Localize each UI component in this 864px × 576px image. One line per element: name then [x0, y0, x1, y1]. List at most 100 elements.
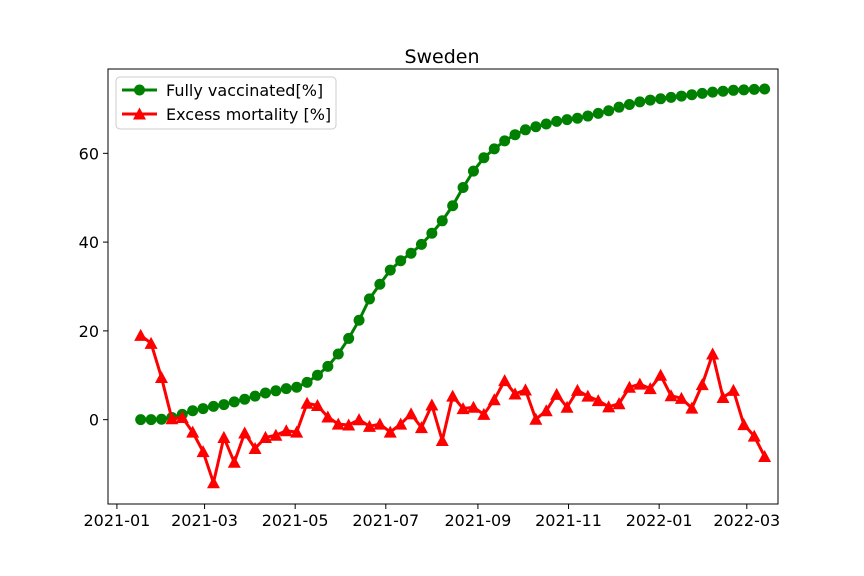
- data-point-excess-mortality: [362, 419, 376, 432]
- data-point-excess-mortality: [654, 368, 668, 381]
- data-point-excess-mortality: [466, 400, 480, 413]
- data-point-excess-mortality: [539, 404, 553, 417]
- data-point-vaccinated: [519, 124, 531, 136]
- y-tick-label: 20: [79, 322, 99, 341]
- data-point-vaccinated: [353, 314, 365, 326]
- data-point-excess-mortality: [154, 370, 168, 384]
- data-point-excess-mortality: [331, 417, 345, 430]
- series-excess-mortality: [134, 328, 772, 489]
- data-point-vaccinated: [665, 91, 677, 103]
- legend-box: [115, 76, 337, 130]
- data-point-excess-mortality: [206, 476, 220, 489]
- data-point-vaccinated: [644, 94, 656, 106]
- data-point-excess-mortality: [674, 391, 688, 404]
- data-point-vaccinated: [655, 93, 667, 105]
- data-point-excess-mortality: [477, 407, 491, 420]
- data-point-excess-mortality: [279, 424, 293, 437]
- data-point-vaccinated: [155, 413, 167, 425]
- data-point-vaccinated: [457, 182, 469, 194]
- data-point-excess-mortality: [404, 407, 418, 420]
- x-tick-label: 2021-01: [83, 511, 150, 530]
- data-point-vaccinated: [634, 96, 646, 108]
- data-point-vaccinated: [291, 381, 303, 393]
- data-point-excess-mortality: [487, 393, 501, 406]
- y-tick-label: 60: [79, 144, 99, 163]
- data-point-excess-mortality: [716, 390, 730, 403]
- data-point-vaccinated: [363, 293, 375, 305]
- data-point-vaccinated: [540, 118, 552, 130]
- data-point-excess-mortality: [134, 328, 148, 341]
- data-point-vaccinated: [623, 99, 635, 111]
- data-point-vaccinated: [384, 264, 396, 276]
- data-point-vaccinated: [561, 114, 573, 126]
- legend-label-vaccinated: Fully vaccinated[%]: [166, 81, 323, 100]
- data-point-excess-mortality: [591, 394, 605, 407]
- data-point-excess-mortality: [414, 421, 428, 434]
- x-tick-label: 2022-01: [626, 511, 693, 530]
- data-point-excess-mortality: [758, 450, 772, 463]
- data-point-vaccinated: [280, 383, 292, 395]
- data-point-vaccinated: [478, 152, 490, 164]
- data-point-excess-mortality: [290, 425, 304, 438]
- data-point-vaccinated: [571, 112, 583, 124]
- data-point-excess-mortality: [227, 455, 241, 468]
- legend-entry-excess-mortality: Excess mortality [%]: [122, 105, 331, 124]
- data-point-excess-mortality: [435, 434, 449, 447]
- data-point-excess-mortality: [342, 418, 356, 431]
- data-point-vaccinated: [311, 369, 323, 381]
- data-point-excess-mortality: [602, 400, 616, 413]
- data-point-vaccinated: [499, 135, 511, 147]
- data-point-vaccinated: [426, 227, 438, 239]
- data-point-excess-mortality: [144, 336, 158, 349]
- legend-label-excess-mortality: Excess mortality [%]: [166, 105, 331, 124]
- chart-title: Sweden: [404, 46, 479, 68]
- data-point-excess-mortality: [175, 410, 189, 423]
- data-point-vaccinated: [197, 403, 209, 415]
- data-point-vaccinated: [259, 387, 271, 399]
- y-axis: 0 20 40 60: [79, 144, 108, 430]
- data-point-vaccinated: [343, 332, 355, 344]
- x-tick-label: 2021-09: [444, 511, 511, 530]
- data-point-vaccinated: [727, 84, 739, 96]
- data-point-excess-mortality: [352, 413, 366, 426]
- data-point-excess-mortality: [258, 430, 272, 443]
- data-point-vaccinated: [228, 396, 240, 408]
- data-point-vaccinated: [603, 105, 615, 117]
- data-point-vaccinated: [613, 101, 625, 113]
- data-point-vaccinated: [270, 385, 282, 397]
- data-point-vaccinated: [415, 238, 427, 250]
- data-point-vaccinated: [447, 200, 459, 212]
- x-axis: 2021-01 2021-03 2021-05 2021-07 2021-09 2021-…: [83, 504, 780, 530]
- data-point-excess-mortality: [737, 418, 751, 431]
- series-layer: [134, 83, 772, 489]
- x-tick-label: 2021-07: [352, 511, 419, 530]
- data-point-vaccinated: [467, 165, 479, 177]
- data-point-vaccinated: [707, 86, 719, 98]
- data-point-vaccinated: [207, 400, 219, 412]
- data-point-vaccinated: [374, 278, 386, 290]
- data-point-excess-mortality: [518, 383, 532, 396]
- data-point-excess-mortality: [498, 374, 512, 387]
- data-point-vaccinated: [530, 121, 542, 133]
- data-point-excess-mortality: [165, 412, 179, 425]
- data-point-vaccinated: [239, 393, 251, 405]
- data-point-excess-mortality: [425, 398, 439, 411]
- data-point-vaccinated: [135, 414, 147, 426]
- x-tick-label: 2022-03: [713, 511, 780, 530]
- x-tick-label: 2021-03: [171, 511, 238, 530]
- data-point-excess-mortality: [550, 387, 564, 400]
- data-point-excess-mortality: [612, 397, 626, 410]
- data-point-excess-mortality: [706, 347, 720, 360]
- data-point-excess-mortality: [310, 398, 324, 411]
- data-point-excess-mortality: [622, 380, 636, 393]
- data-point-vaccinated: [592, 107, 604, 119]
- data-point-vaccinated: [301, 376, 313, 388]
- data-point-vaccinated: [145, 414, 157, 426]
- data-point-vaccinated: [187, 405, 199, 417]
- data-point-excess-mortality: [394, 417, 408, 430]
- data-point-vaccinated: [405, 247, 417, 259]
- data-point-vaccinated: [249, 390, 261, 402]
- legend-marker-vaccinated: [134, 84, 145, 96]
- data-point-excess-mortality: [726, 383, 740, 396]
